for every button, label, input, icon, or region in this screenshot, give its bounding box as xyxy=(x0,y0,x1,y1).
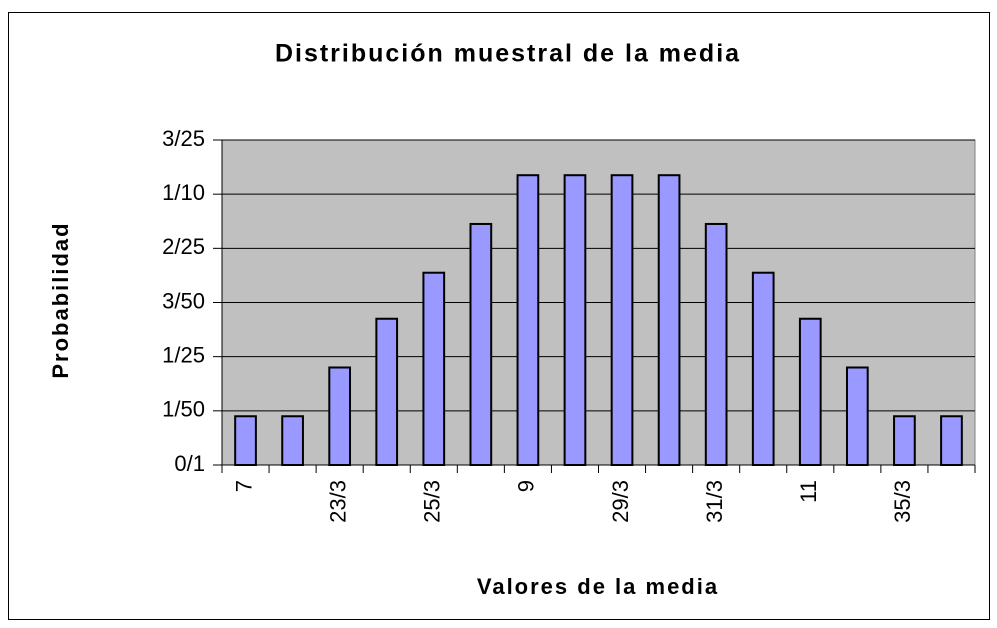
x-tick-label: 7 xyxy=(231,480,256,492)
y-tick-label: 1/50 xyxy=(162,397,205,422)
x-tick-label: 31/3 xyxy=(702,480,727,523)
y-tick-label: 3/50 xyxy=(162,288,205,313)
x-axis-title: Valores de la media xyxy=(477,574,719,599)
bar xyxy=(516,174,540,466)
bar xyxy=(751,271,775,467)
y-axis-title: Probabilidad xyxy=(48,221,73,378)
y-tick-label: 2/25 xyxy=(162,234,205,259)
x-tick-label: 29/3 xyxy=(608,480,633,523)
bar xyxy=(893,415,916,466)
bar xyxy=(563,174,587,466)
x-tick-label: 35/3 xyxy=(890,480,915,523)
y-tick-label: 3/25 xyxy=(162,126,205,151)
y-tick-label: 1/10 xyxy=(162,180,205,205)
bar xyxy=(328,366,352,466)
x-tick-label: 11 xyxy=(796,480,821,503)
bar xyxy=(845,366,869,466)
bar xyxy=(704,222,728,466)
bar xyxy=(940,415,963,466)
bar xyxy=(422,271,446,467)
x-tick-label: 9 xyxy=(514,480,539,492)
x-tick-label: 23/3 xyxy=(325,480,350,523)
bar xyxy=(657,174,681,466)
bar xyxy=(610,174,634,466)
y-tick-label: 0/1 xyxy=(174,451,205,476)
bar xyxy=(375,317,399,466)
bar xyxy=(469,222,493,466)
chart-title: Distribución muestral de la media xyxy=(275,40,741,68)
bar xyxy=(234,415,257,466)
bar xyxy=(798,317,822,466)
x-tick-label: 25/3 xyxy=(420,480,445,523)
bar xyxy=(281,415,304,466)
y-tick-label: 1/25 xyxy=(162,342,205,367)
